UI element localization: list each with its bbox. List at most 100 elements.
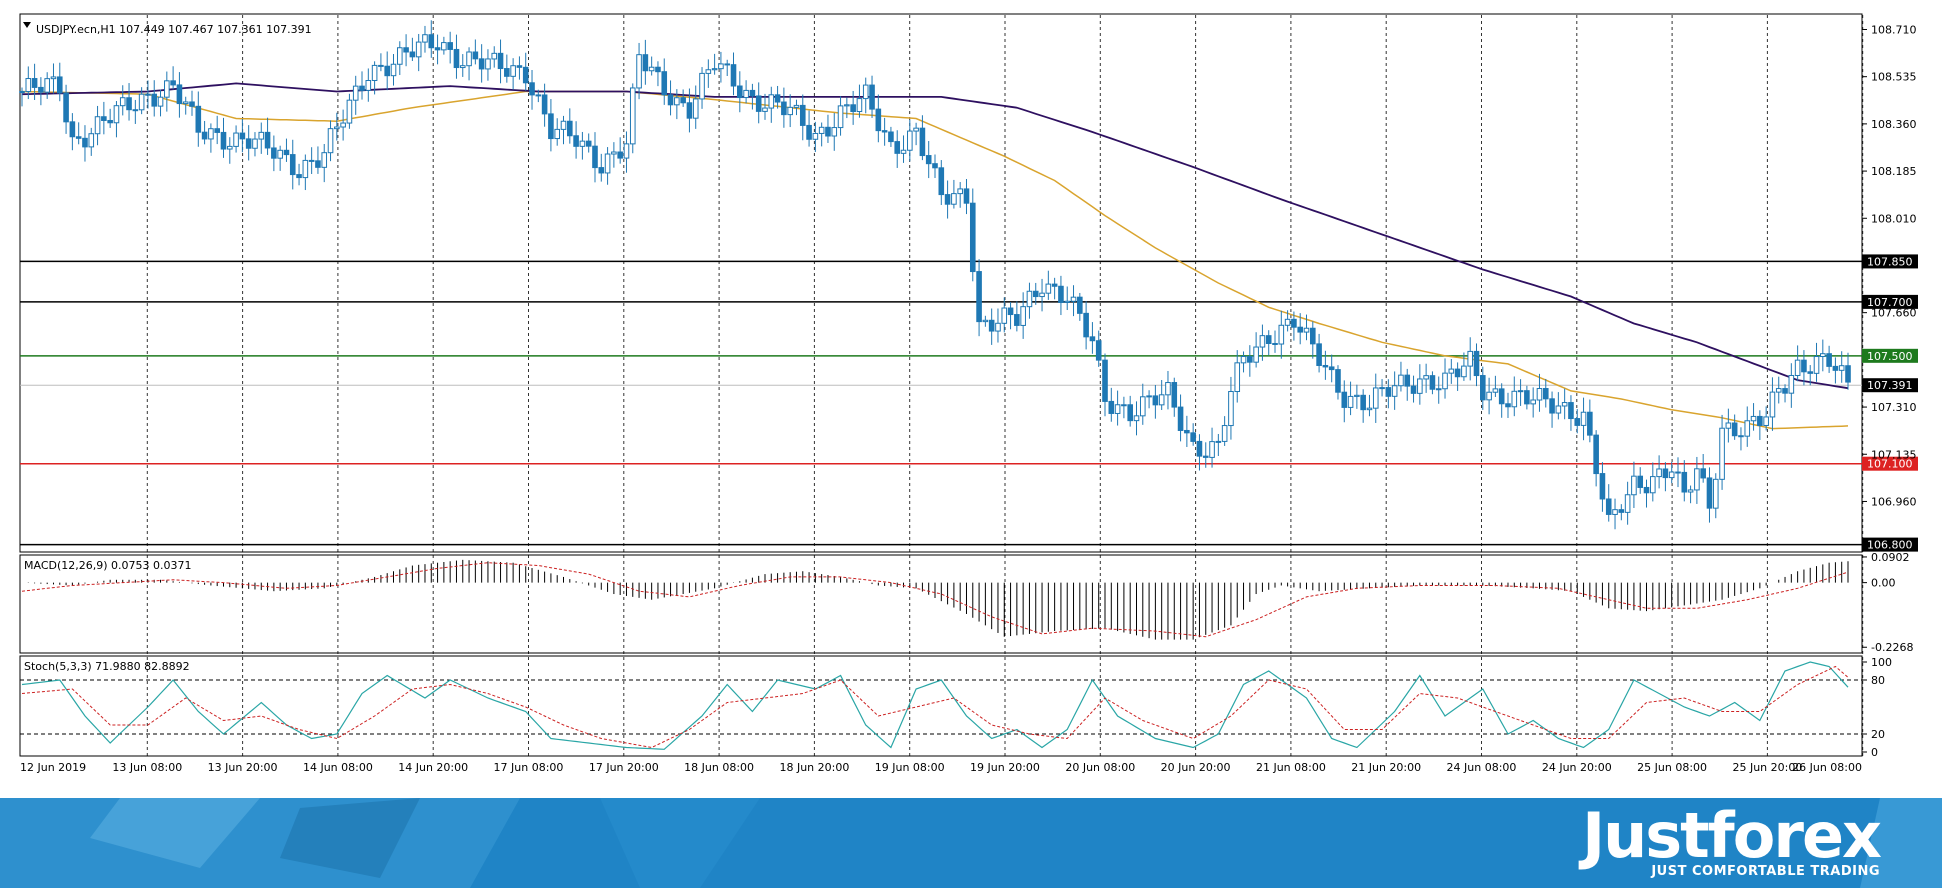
candle-body: [636, 54, 642, 89]
candle-body: [1366, 407, 1373, 411]
candle-body: [749, 89, 756, 97]
candle-body: [1335, 369, 1341, 393]
brand-logo[interactable]: Justforex: [1582, 799, 1882, 872]
candle-body: [1410, 385, 1417, 394]
candle-body: [1505, 403, 1511, 408]
price-tick-label: 108.360: [1871, 118, 1917, 131]
candle-body: [1259, 335, 1266, 348]
level-tag: [1862, 537, 1918, 552]
candle-body: [126, 97, 132, 111]
candle-body: [661, 71, 668, 96]
ma-slow-line: [21, 82, 1849, 390]
dropdown-triangle-icon[interactable]: [23, 22, 31, 28]
candle-body: [1429, 375, 1436, 390]
candle-body: [69, 121, 76, 138]
candle-body: [1108, 400, 1115, 414]
stoch-panel[interactable]: Stoch(5,3,3) 71.9880 82.8892 100 80 20 0: [19, 655, 1892, 759]
macd-panel[interactable]: MACD(12,26,9) 0.0753 0.0371 0.0902 0.00 -0…: [19, 551, 1913, 654]
macd-panel-border: [19, 554, 1863, 654]
macd-tick-label: -0.2268: [1871, 641, 1913, 654]
symbol-header-text: USDJPY.ecn,H1 107.449 107.467 107.361 10…: [36, 23, 312, 36]
candle-body: [1083, 312, 1089, 338]
candle-body: [1152, 395, 1159, 406]
candle-body: [623, 143, 630, 159]
candle-body: [201, 131, 208, 140]
candle-body: [258, 131, 265, 140]
candle-body: [226, 145, 233, 150]
stoch-axis: 100 80 20 0: [1862, 656, 1892, 759]
candle-body: [1354, 394, 1360, 397]
candle-body: [1511, 390, 1518, 408]
level-tag: [1862, 348, 1918, 363]
candle-body: [1845, 365, 1851, 383]
trading-chart[interactable]: 107.850 107.700 107.500 107.100 106.800 107.3…: [0, 0, 1942, 800]
candle-body: [1593, 434, 1599, 475]
candle-body: [1228, 391, 1234, 427]
footer-shape: [0, 798, 520, 888]
time-label: 19 Jun 20:00: [970, 761, 1040, 774]
candle-body: [1435, 388, 1442, 391]
level-tag-label: 107.500: [1867, 350, 1913, 363]
candle-body: [233, 132, 239, 147]
footer-graphic: [0, 798, 1942, 888]
candle-body: [94, 116, 101, 135]
candle-body: [1209, 441, 1215, 458]
candle-body: [340, 122, 346, 128]
macd-series: [21, 559, 1849, 640]
brand-tagline: JUST COMFORTABLE TRADING: [1651, 864, 1880, 879]
candle-body: [208, 128, 214, 140]
candle-body: [611, 151, 617, 155]
candle-body: [1171, 382, 1178, 408]
candle-body: [1417, 378, 1423, 394]
candle-body: [1398, 374, 1404, 387]
candle-body: [755, 95, 762, 112]
candle-body: [289, 154, 296, 176]
candle-body: [271, 147, 277, 159]
candle-body: [1820, 353, 1826, 358]
candle-body: [157, 96, 164, 107]
candle-body: [529, 82, 535, 96]
candle-body: [44, 78, 50, 93]
candle-body: [277, 149, 283, 159]
candle-body: [1442, 372, 1448, 390]
candle-body: [441, 42, 447, 51]
candle-body: [132, 109, 139, 112]
candle-body: [1650, 476, 1656, 494]
time-label: 14 Jun 20:00: [398, 761, 468, 774]
candle-body: [1089, 336, 1096, 342]
candle-body: [50, 76, 57, 80]
candle-body: [1454, 368, 1461, 378]
candle-body: [296, 174, 302, 179]
candle-body: [850, 104, 856, 113]
price-tick-label: 108.010: [1871, 212, 1917, 225]
candle-body: [1077, 296, 1083, 314]
candle-body: [264, 131, 271, 149]
candle-body: [1719, 427, 1725, 480]
candle-body: [1524, 390, 1530, 405]
time-label: 13 Jun 08:00: [112, 761, 182, 774]
candle-body: [560, 120, 567, 130]
candle-body: [1492, 388, 1499, 393]
time-label: 24 Jun 08:00: [1447, 761, 1517, 774]
candle-body: [604, 153, 611, 174]
candle-body: [1309, 327, 1316, 345]
candle-body: [957, 188, 963, 195]
candle-body: [1372, 387, 1379, 409]
candle-body: [932, 163, 938, 169]
candle-body: [818, 126, 825, 134]
candle-body: [900, 149, 907, 154]
candle-body: [1580, 411, 1587, 426]
candle-body: [1775, 388, 1782, 393]
candle-body: [573, 135, 579, 147]
stoch-panel-border: [19, 655, 1863, 757]
time-label: 21 Jun 20:00: [1351, 761, 1421, 774]
price-panel[interactable]: 107.850 107.700 107.500 107.100 106.800 107.3…: [19, 13, 1918, 553]
candle-body: [1051, 283, 1058, 287]
candle-body: [1240, 356, 1247, 364]
time-label: 17 Jun 08:00: [494, 761, 564, 774]
time-label: 20 Jun 20:00: [1161, 761, 1231, 774]
candle-body: [1032, 290, 1039, 298]
stoch-tick-label: 20: [1871, 728, 1885, 741]
candle-body: [195, 105, 202, 133]
price-tick-label: 106.960: [1871, 495, 1917, 508]
